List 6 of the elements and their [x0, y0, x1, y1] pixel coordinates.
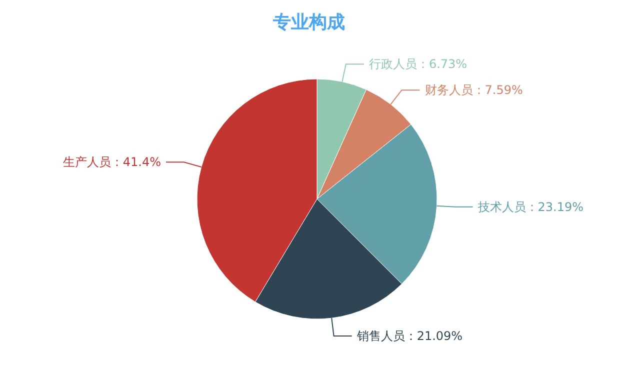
chart-title: 专业构成	[272, 12, 345, 33]
slice-label: 行政人员：6.73%	[368, 57, 468, 72]
slice-label: 财务人员：7.59%	[424, 83, 523, 98]
slice-label: 销售人员：21.09%	[356, 328, 463, 343]
slice-label: 技术人员：23.19%	[476, 200, 584, 214]
slice-label: 生产人员：41.4%	[62, 155, 162, 170]
